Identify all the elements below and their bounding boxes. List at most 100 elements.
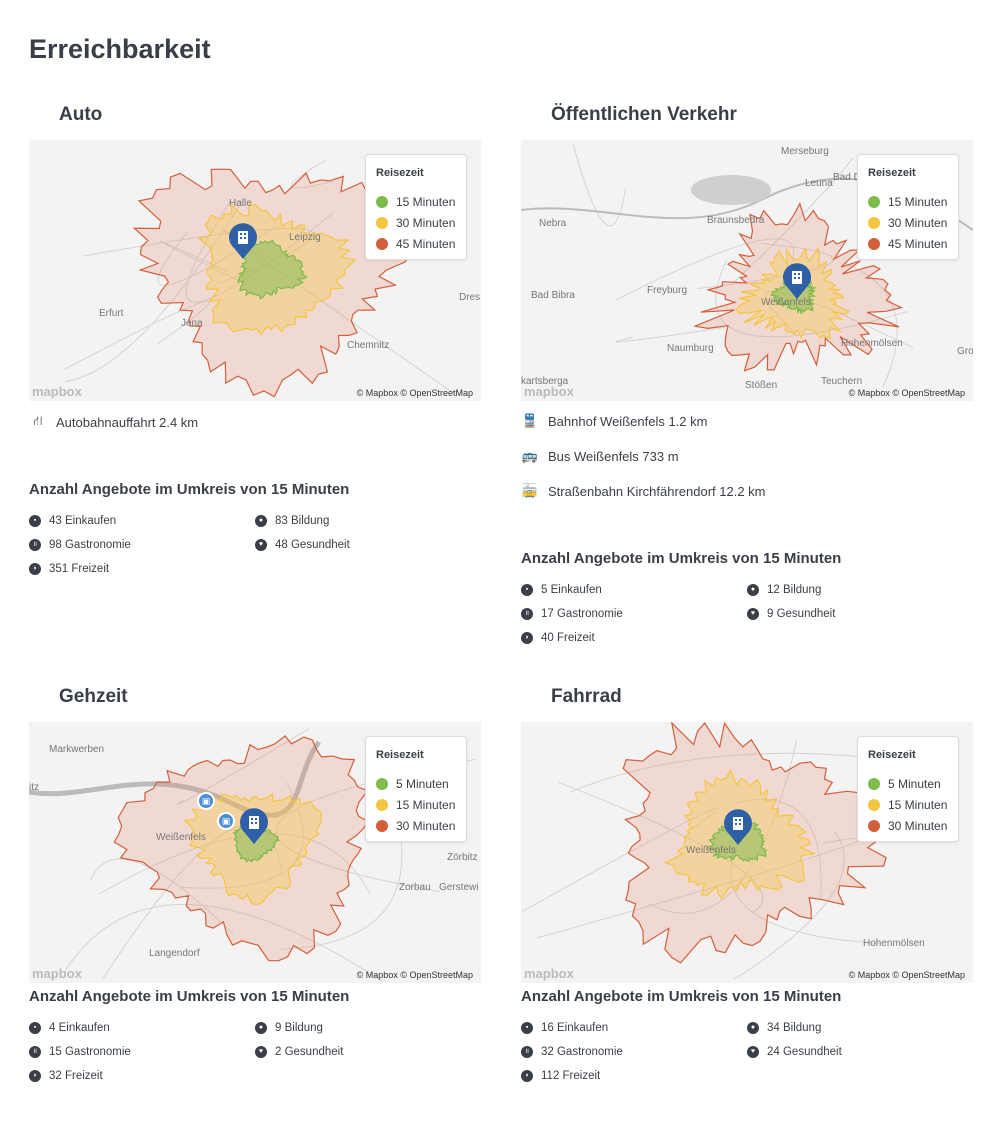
legend-title: Reisezeit [376,749,424,761]
building-pin-icon[interactable] [227,222,259,260]
stat-item: ● 83 Bildung [255,515,329,527]
leisure-icon: ◗ [29,563,41,575]
stat-label: 83 Bildung [275,515,330,527]
stat-label: 4 Einkaufen [49,1022,110,1034]
legend-dot-icon [868,819,880,832]
mapbox-logo[interactable]: mapbox [32,966,82,981]
mapbox-logo[interactable]: mapbox [524,966,574,981]
shopping-icon: ▪ [521,584,533,596]
place-label: Bad Dürre [833,172,879,183]
mapbox-logo[interactable]: mapbox [32,384,82,399]
section-title: Auto [59,104,103,125]
legend-dot-icon [376,777,388,790]
boundary-line [730,157,854,286]
legend-label: 45 Minuten [888,236,948,251]
stat-label: 32 Freizeit [49,1070,103,1082]
stats-title: Anzahl Angebote im Umkreis von 15 Minute… [521,550,842,567]
legend-label: 15 Minuten [888,194,948,209]
restaurant-icon: ॥ [521,608,533,620]
place-label: Gro [957,346,973,357]
restaurant-icon: ॥ [29,539,41,551]
legend-item: 15 Minuten [868,794,948,815]
health-icon: ♥ [747,1046,759,1058]
isochrone-map[interactable]: Merseburg Leuna Bad Dürre Nebra Braunsbedra B… [521,140,973,401]
leisure-icon: ◗ [521,1070,533,1082]
stat-item: ● 34 Bildung [747,1022,821,1034]
stat-item: ♥ 9 Gesundheit [747,608,835,620]
stat-item: ▪ 43 Einkaufen [29,515,116,527]
stat-label: 5 Einkaufen [541,584,602,596]
section-title: Gehzeit [59,686,128,707]
legend-dot-icon [868,195,880,208]
legend-item: 45 Minuten [376,233,456,254]
legend-label: 45 Minuten [396,236,456,251]
stat-item: ◗ 351 Freizeit [29,563,109,575]
legend-item: 5 Minuten [376,773,456,794]
place-label: Halle [229,198,252,209]
place-label: Zörbitz [447,852,478,863]
leisure-icon: ◗ [29,1070,41,1082]
shopping-icon: ▪ [29,515,41,527]
map-attribution[interactable]: © Mapbox © OpenStreetMap [356,970,473,980]
stat-label: 17 Gastronomie [541,608,623,620]
stat-item: ॥ 32 Gastronomie [521,1046,623,1058]
stat-item: ◗ 112 Freizeit [521,1070,600,1082]
building-pin-icon[interactable] [781,262,813,300]
health-icon: ♥ [255,539,267,551]
mapbox-logo[interactable]: mapbox [524,384,574,399]
stat-label: 9 Gesundheit [767,608,836,620]
isochrone-map[interactable]: Halle Leipzig Erfurt Jena Chemnitz Dres Reisez… [29,140,481,401]
boundary-line [734,831,845,980]
place-label: Weißenfels [686,845,736,856]
building-pin-icon[interactable] [238,807,270,845]
place-label: Gerstewi [439,882,479,893]
highway-icon: ⛙ [33,413,43,428]
stat-item: ♥ 48 Gesundheit [255,539,350,551]
map-attribution[interactable]: © Mapbox © OpenStreetMap [848,970,965,980]
legend-dot-icon [376,195,388,208]
stat-label: 32 Gastronomie [541,1046,623,1058]
isochrone-map[interactable]: Markwerben itz Weißenfels Zörbitz Zorbau Gers… [29,722,481,983]
stat-label: 98 Gastronomie [49,539,131,551]
bus-stop-icon[interactable]: ▣ [217,812,235,830]
legend-dot-icon [868,237,880,250]
transport-info: ⛙ Autobahnauffahrt 2.4 km [29,413,198,431]
stat-label: 2 Gesundheit [275,1046,344,1058]
boundary-line [63,903,383,982]
transport-info: 🚋 Straßenbahn Kirchfährendorf 12.2 km [521,483,766,499]
education-icon: ● [255,1022,267,1034]
stat-label: 12 Bildung [767,584,822,596]
place-label: kartsberga [521,376,569,387]
building-pin-icon[interactable] [722,808,754,846]
stat-item: ♥ 2 Gesundheit [255,1046,343,1058]
transport-info: 🚆 Bahnhof Weißenfels 1.2 km [521,413,708,429]
map-background [29,728,477,982]
map-attribution[interactable]: © Mapbox © OpenStreetMap [356,388,473,398]
section-title: Öffentlichen Verkehr [551,104,737,125]
stat-item: ▪ 4 Einkaufen [29,1022,110,1034]
stat-label: 24 Gesundheit [767,1046,842,1058]
map-attribution[interactable]: © Mapbox © OpenStreetMap [848,388,965,398]
place-label: Leipzig [289,232,321,243]
boundary-line [615,327,725,343]
stats-title: Anzahl Angebote im Umkreis von 15 Minute… [521,988,842,1005]
page-title: Erreichbarkeit [29,34,211,64]
place-label: Dres [459,292,481,303]
stat-label: 48 Gesundheit [275,539,350,551]
stats-title: Anzahl Angebote im Umkreis von 15 Minute… [29,481,350,498]
stat-item: ॥ 98 Gastronomie [29,539,131,551]
train-stop-icon[interactable]: ▣ [197,792,215,810]
legend-item: 15 Minuten [376,794,456,815]
stat-item: ▪ 16 Einkaufen [521,1022,608,1034]
education-icon: ● [747,584,759,596]
restaurant-icon: ॥ [29,1046,41,1058]
education-icon: ● [255,515,267,527]
legend-item: 30 Minuten [376,815,456,836]
place-label: Erfurt [99,308,124,319]
legend-dot-icon [868,798,880,811]
legend-label: 30 Minuten [888,215,948,230]
isochrone-map[interactable]: Weißenfels Hohenmölsen Reisezeit 5 Minuten 1… [521,722,973,983]
legend-dot-icon [868,216,880,229]
legend-item: 30 Minuten [868,212,948,233]
boundary-line [734,798,822,900]
